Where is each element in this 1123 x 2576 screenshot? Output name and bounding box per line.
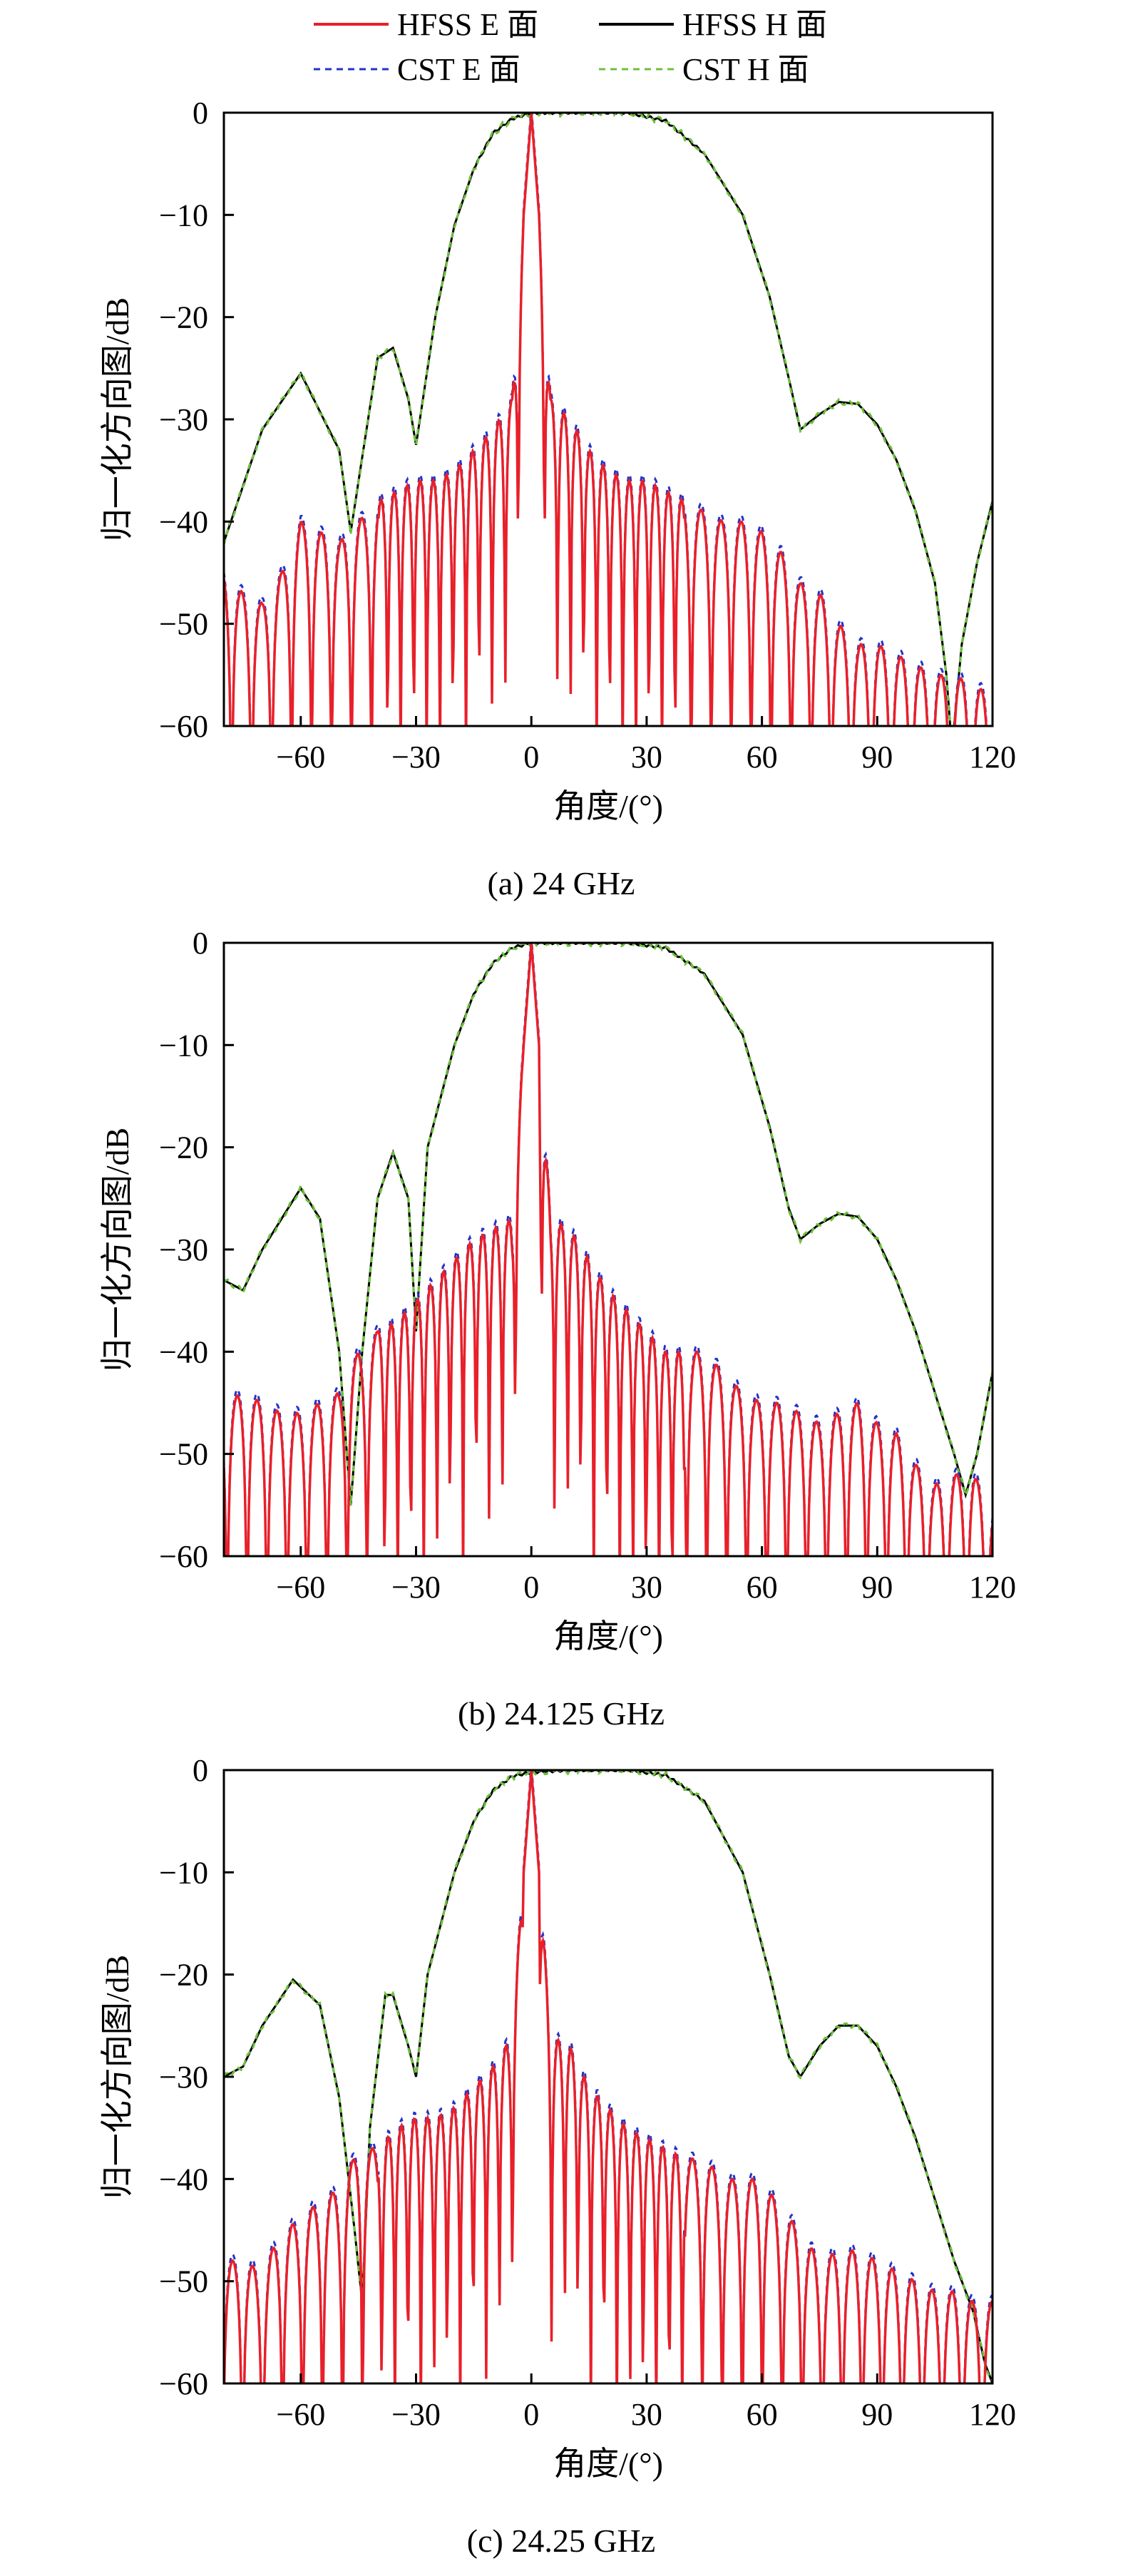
y-tick-label: 0 — [193, 96, 208, 131]
y-axis-label: 归一化方向图/dB — [99, 297, 135, 541]
y-tick-label: −60 — [159, 2366, 208, 2401]
legend-label-1: HFSS H 面 — [682, 7, 827, 42]
x-tick-label: −60 — [276, 2397, 325, 2432]
x-tick-label: 0 — [523, 2397, 539, 2432]
y-tick-label: −10 — [159, 198, 208, 232]
y-tick-label: −20 — [159, 1130, 208, 1165]
x-tick-label: 60 — [747, 1570, 778, 1605]
panel-caption: (b) 24.125 GHz — [458, 1695, 665, 1732]
x-tick-label: 120 — [969, 2397, 1016, 2432]
x-tick-label: −30 — [391, 1570, 441, 1605]
x-tick-label: 90 — [861, 1570, 893, 1605]
panel-caption: (c) 24.25 GHz — [467, 2523, 655, 2559]
x-tick-label: 0 — [523, 1570, 539, 1605]
y-tick-label: −10 — [159, 1855, 208, 1890]
chart-panels: −60 −30 0 30 60 90 120 0 −10 −20 −30 −40 −50 −60 角度/(°… — [99, 96, 1016, 2559]
x-axis-label: 角度/(°) — [553, 1618, 663, 1655]
chart-panel-2: −60 −30 0 30 60 90 120 0 −10 −20 −30 −40 −50 −60 角度/(°… — [99, 1753, 1016, 2559]
plot-area — [224, 113, 993, 726]
y-tick-label: −40 — [159, 504, 208, 539]
x-tick-label: 90 — [861, 740, 893, 775]
y-axis-label: 归一化方向图/dB — [99, 1128, 135, 1371]
y-tick-label: −50 — [159, 607, 208, 642]
y-tick-label: −10 — [159, 1028, 208, 1063]
chart-panel-1: −60 −30 0 30 60 90 120 0 −10 −20 −30 −40 −50 −60 角度/(°… — [99, 926, 1016, 1732]
y-tick-label: −50 — [159, 1437, 208, 1472]
x-axis-label: 角度/(°) — [553, 2445, 663, 2482]
x-axis-label: 角度/(°) — [553, 788, 663, 824]
series-hfss-e-line — [224, 1770, 993, 2383]
y-axis-label: 归一化方向图/dB — [99, 1955, 135, 2199]
x-tick-label: −60 — [276, 1570, 325, 1605]
x-tick-label: 30 — [631, 740, 662, 775]
panel-caption: (a) 24 GHz — [488, 865, 635, 901]
series-cst-h-line — [224, 1770, 993, 2382]
x-tick-label: −30 — [391, 2397, 441, 2432]
plot-area — [224, 943, 993, 1556]
legend: HFSS E 面 HFSS H 面 CST E 面 CST H 面 — [314, 7, 827, 87]
x-tick-label: 30 — [631, 2397, 662, 2432]
y-tick-label: −30 — [159, 1232, 208, 1267]
x-tick-label: −60 — [276, 740, 325, 775]
x-tick-label: 60 — [747, 2397, 778, 2432]
y-tick-label: −50 — [159, 2264, 208, 2299]
x-tick-label: −30 — [391, 740, 441, 775]
y-tick-label: −60 — [159, 1539, 208, 1574]
x-tick-label: 120 — [969, 740, 1016, 775]
legend-label-3: CST H 面 — [682, 52, 809, 87]
legend-label-0: HFSS E 面 — [397, 7, 538, 42]
series-hfss-e-line — [224, 113, 988, 726]
y-tick-label: −30 — [159, 402, 208, 437]
y-tick-label: −60 — [159, 709, 208, 744]
plot-area — [224, 1770, 993, 2383]
y-tick-label: −40 — [159, 2162, 208, 2197]
y-tick-label: −20 — [159, 300, 208, 335]
y-tick-label: −40 — [159, 1334, 208, 1369]
x-tick-label: 120 — [969, 1570, 1016, 1605]
y-tick-label: 0 — [193, 926, 208, 961]
x-tick-label: 60 — [747, 740, 778, 775]
x-tick-label: 30 — [631, 1570, 662, 1605]
legend-label-2: CST E 面 — [397, 52, 521, 87]
chart-panel-0: −60 −30 0 30 60 90 120 0 −10 −20 −30 −40 −50 −60 角度/(°… — [99, 96, 1016, 901]
series-hfss-e-line — [224, 943, 993, 1556]
y-tick-label: −20 — [159, 1958, 208, 1993]
x-tick-label: 0 — [523, 740, 539, 775]
x-tick-label: 90 — [861, 2397, 893, 2432]
y-tick-label: −30 — [159, 2060, 208, 2095]
y-tick-label: 0 — [193, 1753, 208, 1788]
